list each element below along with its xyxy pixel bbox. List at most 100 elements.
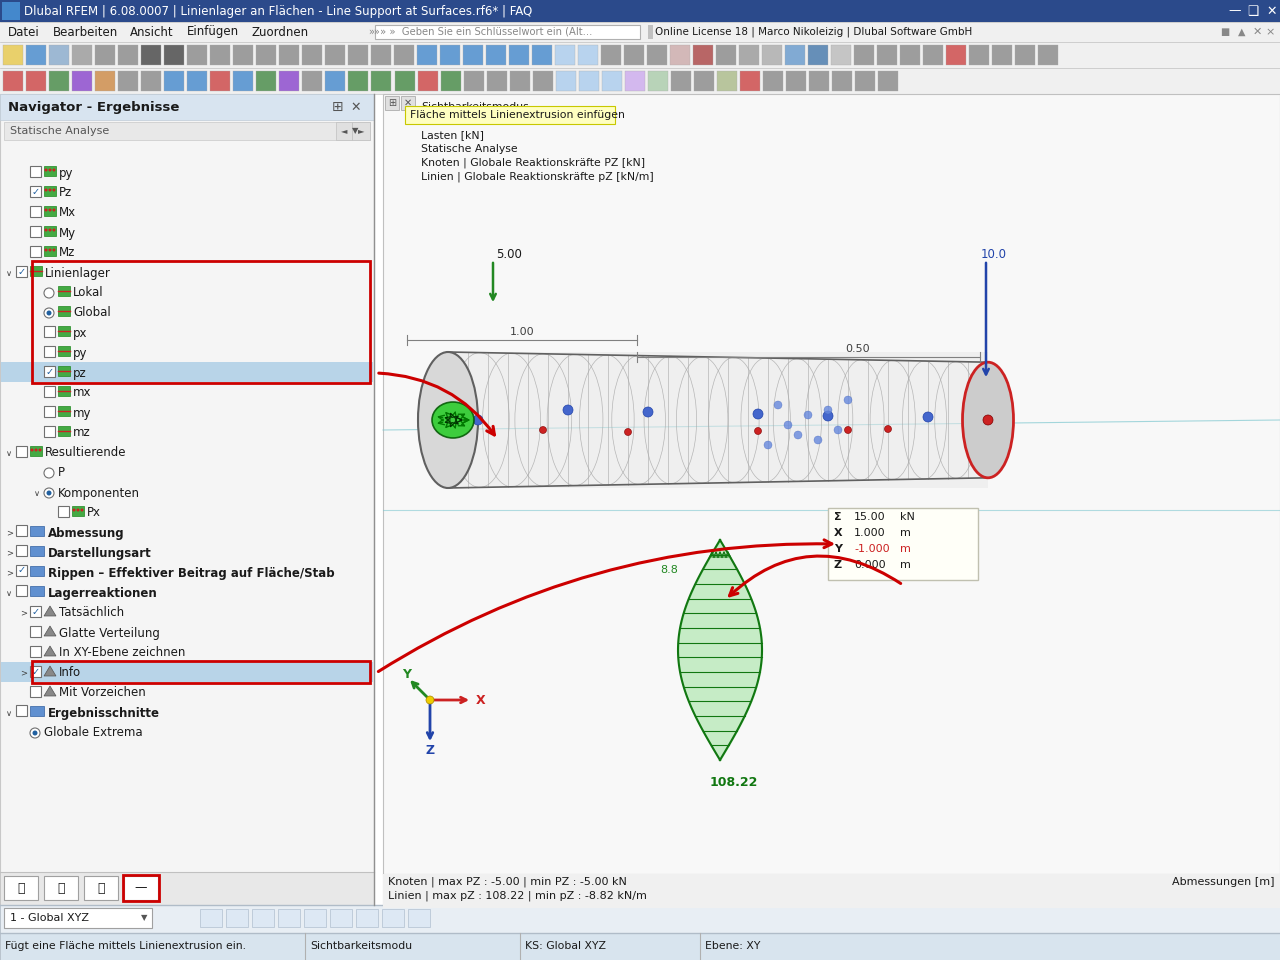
Bar — [58, 406, 70, 416]
Text: ▼: ▼ — [352, 127, 358, 135]
Bar — [58, 386, 70, 396]
Text: ∨: ∨ — [6, 708, 12, 717]
Polygon shape — [44, 686, 56, 696]
Circle shape — [814, 436, 822, 444]
Text: —: — — [1229, 5, 1242, 17]
Text: Ebene: XY: Ebene: XY — [705, 941, 760, 951]
Circle shape — [32, 731, 37, 735]
Bar — [408, 909, 430, 927]
Circle shape — [52, 208, 55, 211]
Bar — [44, 246, 56, 256]
Text: Darstellungsart: Darstellungsart — [49, 546, 152, 560]
Bar — [0, 68, 1280, 94]
Bar — [440, 45, 460, 65]
Circle shape — [823, 411, 833, 421]
Circle shape — [835, 426, 842, 434]
Bar — [579, 45, 598, 65]
Text: 8.8: 8.8 — [660, 565, 678, 575]
Text: »»: »» — [369, 27, 380, 37]
Bar — [532, 71, 553, 91]
Circle shape — [81, 509, 83, 512]
Text: ■: ■ — [1220, 27, 1229, 37]
Bar — [579, 71, 599, 91]
Bar — [44, 876, 78, 900]
Bar — [58, 286, 70, 296]
Text: ⊞: ⊞ — [333, 100, 344, 114]
Bar — [0, 22, 1280, 42]
Text: my: my — [73, 406, 91, 420]
Bar — [648, 25, 653, 39]
Circle shape — [46, 491, 51, 495]
Circle shape — [983, 415, 993, 425]
Bar — [785, 45, 805, 65]
Bar — [763, 71, 783, 91]
Text: Y: Y — [835, 544, 842, 554]
Text: Datei: Datei — [8, 26, 40, 38]
Text: 🗂: 🗂 — [17, 881, 24, 895]
Text: Mz: Mz — [59, 247, 76, 259]
Bar — [356, 909, 378, 927]
Text: Dlubal RFEM | 6.08.0007 | Linienlager an Flächen - Line Support at Surfaces.rf6*: Dlubal RFEM | 6.08.0007 | Linienlager an… — [24, 5, 532, 17]
Text: Abmessungen [m]: Abmessungen [m] — [1172, 877, 1275, 887]
Bar — [118, 45, 138, 65]
Bar — [383, 874, 1280, 908]
Bar — [29, 706, 44, 716]
Circle shape — [44, 308, 54, 318]
Polygon shape — [44, 646, 56, 656]
Bar — [740, 71, 760, 91]
Text: Bearbeiten: Bearbeiten — [52, 26, 118, 38]
Bar — [4, 122, 370, 140]
Circle shape — [73, 509, 76, 512]
Bar — [302, 45, 323, 65]
Bar — [58, 346, 70, 356]
Bar — [29, 526, 44, 536]
Text: Statische Analyse: Statische Analyse — [421, 144, 517, 154]
Text: Linien | Globale Reaktionskräfte pZ [kN/m]: Linien | Globale Reaktionskräfte pZ [kN/… — [421, 172, 654, 182]
Circle shape — [45, 188, 47, 191]
Bar — [325, 71, 346, 91]
Bar — [3, 45, 23, 65]
Bar — [900, 45, 920, 65]
Bar — [227, 909, 248, 927]
Bar — [556, 71, 576, 91]
Bar — [29, 166, 41, 177]
Text: ∨: ∨ — [6, 269, 12, 277]
Text: ∨: ∨ — [35, 489, 40, 497]
Text: Lasten [kN]: Lasten [kN] — [421, 130, 484, 140]
Bar — [210, 71, 230, 91]
Bar — [509, 45, 529, 65]
Text: ×: × — [1265, 27, 1275, 37]
Bar — [0, 0, 1280, 22]
Bar — [164, 45, 184, 65]
Text: >: > — [20, 668, 27, 678]
Bar — [669, 45, 690, 65]
Text: My: My — [59, 227, 76, 239]
Bar — [210, 45, 230, 65]
Circle shape — [44, 468, 54, 478]
Text: ✕: ✕ — [351, 101, 361, 113]
Bar — [29, 686, 41, 697]
Text: Resultierende: Resultierende — [45, 446, 127, 460]
Text: py: py — [59, 166, 73, 180]
Bar — [385, 96, 399, 110]
Text: Navigator - Ergebnisse: Navigator - Ergebnisse — [8, 101, 179, 113]
Text: Abmessung: Abmessung — [49, 526, 124, 540]
Bar — [256, 71, 276, 91]
Circle shape — [52, 169, 55, 172]
Bar — [141, 45, 161, 65]
Bar — [762, 45, 782, 65]
Circle shape — [845, 426, 851, 434]
Bar — [854, 45, 874, 65]
Ellipse shape — [963, 362, 1014, 478]
Bar — [969, 45, 989, 65]
Text: Rippen – Effektiver Beitrag auf Fläche/Stab: Rippen – Effektiver Beitrag auf Fläche/S… — [49, 566, 334, 580]
Bar — [44, 326, 55, 337]
Text: ✓: ✓ — [18, 565, 26, 575]
Text: 1 - Global XYZ: 1 - Global XYZ — [10, 913, 90, 923]
Bar — [786, 71, 806, 91]
Circle shape — [49, 169, 51, 172]
Text: 👁: 👁 — [58, 881, 65, 895]
Bar — [15, 565, 27, 576]
Text: >: > — [6, 568, 13, 578]
Circle shape — [52, 228, 55, 231]
